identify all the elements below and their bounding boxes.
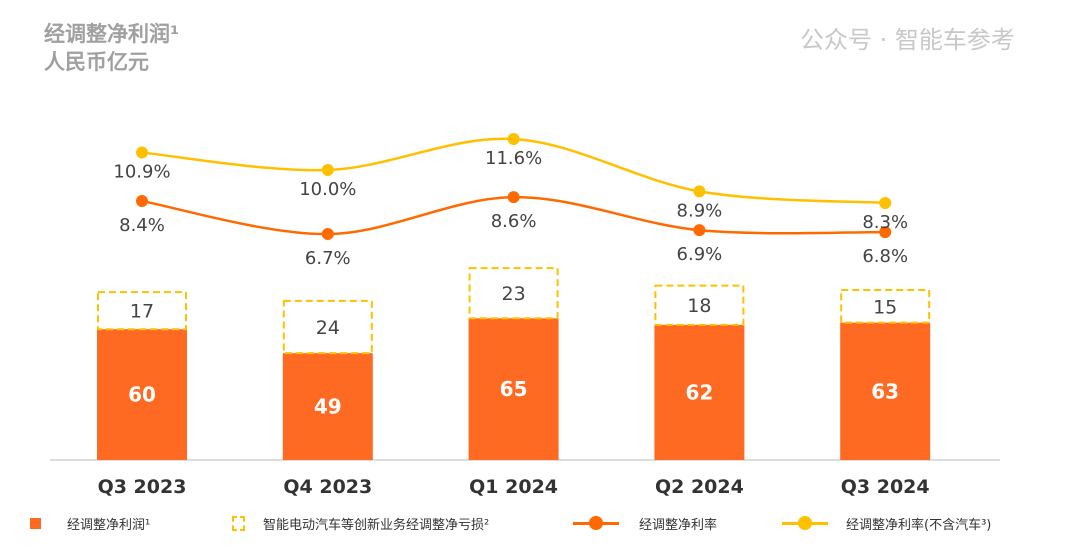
line-point (507, 191, 520, 204)
chart-unit: 人民币亿元 (44, 50, 149, 74)
line-point-label: 6.9% (677, 244, 723, 265)
line-point (321, 228, 334, 241)
bar-profit (97, 329, 187, 460)
line-point-label: 8.3% (862, 212, 908, 233)
legend-swatch-orange-line (573, 516, 619, 530)
bar-loss-dashed (282, 299, 373, 355)
legend-label: 经调整净利率 (639, 518, 718, 533)
bar-loss-label: 18 (687, 295, 711, 317)
legend-item-loss: 智能电动汽车等创新业务经调整净亏损² (232, 514, 489, 533)
bar-profit-label: 60 (128, 383, 156, 407)
line-point-label: 10.0% (299, 179, 356, 200)
bar-profit (468, 318, 559, 460)
line-point (879, 226, 892, 239)
x-tick-label: Q2 2024 (655, 476, 744, 498)
chart-title: 经调整净利润¹ (44, 22, 180, 46)
x-tick-label: Q3 2023 (98, 476, 187, 498)
bar-profit-label: 49 (314, 395, 342, 419)
x-tick-label: Q4 2023 (283, 476, 372, 498)
legend-item-profit: 经调整净利润¹ (30, 514, 150, 533)
legend-swatch-dashed-square (232, 516, 245, 531)
line-point (879, 197, 892, 209)
line-point-label: 8.4% (119, 215, 165, 236)
bar-profit-label: 62 (685, 380, 713, 404)
line-point (507, 132, 520, 145)
legend-label: 智能电动汽车等创新业务经调整净亏损² (263, 518, 490, 533)
line-point-label: 10.9% (113, 162, 170, 183)
bar-profit (282, 353, 373, 460)
bar-profit-label: 63 (871, 379, 899, 403)
bar-loss-label: 17 (130, 301, 154, 323)
line-point (693, 224, 706, 237)
line-point (321, 164, 334, 177)
x-tick-label: Q1 2024 (469, 476, 558, 498)
legend-item-margin: 经调整净利率 (573, 514, 717, 533)
line-point-label: 6.8% (862, 246, 908, 267)
line-point-label: 6.7% (305, 248, 351, 269)
bar-loss-dashed (840, 288, 931, 324)
line-point (136, 146, 148, 159)
line-point-label: 8.9% (677, 200, 723, 221)
x-tick-label: Q3 2024 (841, 476, 930, 498)
line-point (693, 185, 706, 198)
bar-loss-dashed (468, 267, 559, 320)
watermark: 公众号 · 智能车参考 (800, 26, 1015, 54)
bar-loss-label: 23 (502, 283, 526, 305)
bar-loss-label: 24 (316, 317, 340, 339)
bar-profit (654, 324, 745, 460)
line-point (136, 195, 148, 208)
bar-loss-label: 15 (873, 296, 897, 318)
legend-swatch-orange-square (30, 518, 41, 529)
line-point-label: 8.6% (491, 211, 537, 232)
bar-loss-dashed (97, 291, 187, 331)
bar-loss-dashed (654, 284, 745, 326)
legend-item-margin-ex-auto: 经调整净利率(不含汽车³) (782, 514, 991, 533)
bar-profit (840, 322, 931, 460)
bar-profit-label: 65 (500, 377, 528, 401)
legend-label: 经调整净利润¹ (67, 518, 151, 533)
legend-swatch-yellow-line (782, 516, 828, 530)
line-point-label: 11.6% (485, 148, 542, 169)
legend-label: 经调整净利率(不含汽车³) (846, 518, 992, 533)
